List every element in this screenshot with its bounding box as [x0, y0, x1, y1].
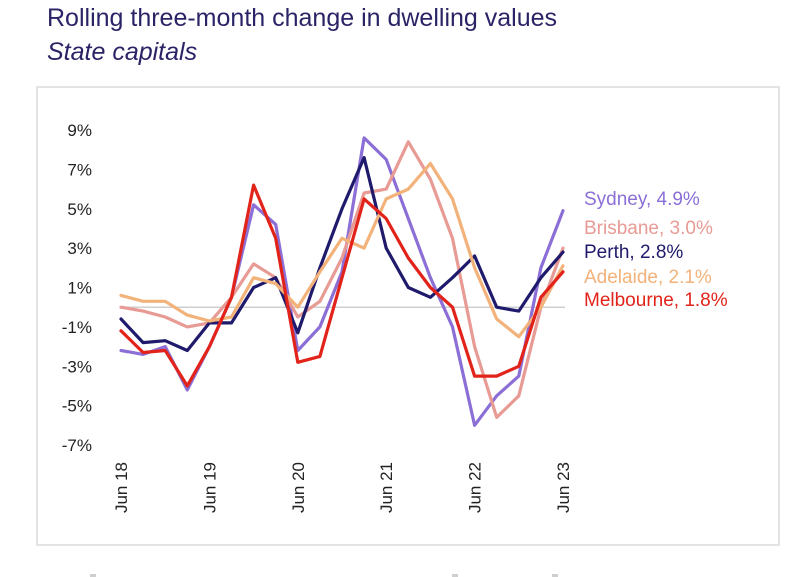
- series-label-brisbane: Brisbane, 3.0%: [584, 218, 713, 239]
- y-tick-label: -5%: [62, 397, 92, 416]
- series-label-sydney: Sydney, 4.9%: [584, 189, 700, 210]
- y-tick-label: -3%: [62, 357, 92, 376]
- series-label-perth: Perth, 2.8%: [584, 242, 683, 263]
- chart-subtitle: State capitals: [47, 38, 198, 66]
- y-tick-label: 5%: [67, 200, 92, 219]
- series-line-melbourne: [119, 183, 565, 388]
- y-tick-label: -1%: [62, 318, 92, 337]
- chart-title: Rolling three-month change in dwelling v…: [47, 4, 558, 32]
- x-tick-label: Jun 19: [200, 462, 219, 513]
- x-tick-label: Jun 22: [466, 462, 485, 513]
- series-line-perth: [119, 156, 565, 353]
- series-label-melbourne: Melbourne, 1.8%: [584, 290, 728, 311]
- series-line-adelaide: [119, 161, 565, 339]
- x-tick-label: Jun 18: [112, 462, 131, 513]
- series-label-adelaide: Adelaide, 2.1%: [584, 267, 712, 288]
- bottom-crop-mark: [452, 574, 458, 577]
- bottom-crop-mark: [90, 574, 96, 577]
- x-tick-label: Jun 20: [289, 462, 308, 513]
- y-tick-label: -7%: [62, 436, 92, 455]
- series-line-brisbane: [119, 140, 565, 419]
- y-tick-label: 7%: [67, 160, 92, 179]
- x-tick-label: Jun 21: [377, 462, 396, 513]
- y-tick-label: 9%: [67, 121, 92, 140]
- y-tick-label: 1%: [67, 279, 92, 298]
- x-tick-label: Jun 23: [554, 462, 573, 513]
- y-tick-label: 3%: [67, 239, 92, 258]
- bottom-crop-mark: [552, 574, 558, 577]
